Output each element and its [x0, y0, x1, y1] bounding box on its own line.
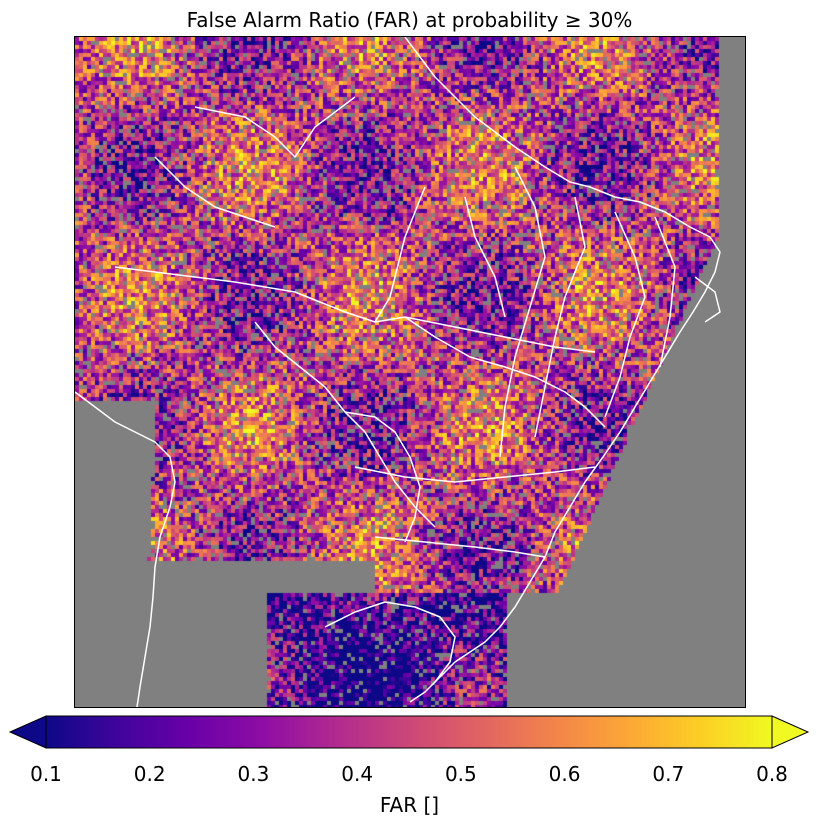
- state-line-7: [354, 466, 596, 483]
- far-heatmap: [75, 37, 745, 707]
- colorbar-tick-label: 0.8: [756, 762, 788, 786]
- border-south: [324, 601, 456, 683]
- state-line-5: [654, 216, 676, 368]
- border-north: [114, 266, 406, 323]
- border-bolivia: [254, 321, 436, 528]
- state-line-2: [499, 166, 546, 458]
- chart-title: False Alarm Ratio (FAR) at probability ≥…: [186, 8, 633, 32]
- state-line-4: [604, 211, 646, 418]
- country-borders: [75, 37, 721, 707]
- state-line-11: [464, 196, 506, 318]
- coastline-east: [404, 37, 721, 703]
- border-paraguay: [344, 411, 421, 543]
- colorbar-tick-label: 0.2: [133, 762, 166, 786]
- colorbar-tick-label: 0.6: [548, 762, 581, 786]
- colorbar-body: [45, 715, 773, 749]
- colorbar-tick-label: 0.4: [341, 762, 374, 786]
- colorbar-extend-max: [771, 715, 810, 749]
- colorbar-tick-label: 0.7: [652, 762, 685, 786]
- colorbar: [8, 715, 810, 749]
- state-line-8: [374, 536, 546, 558]
- colorbar-tick-label: 0.1: [30, 762, 62, 786]
- map-panel: [74, 36, 746, 708]
- border-central: [404, 316, 606, 428]
- coastline-west: [75, 391, 176, 707]
- colorbar-extend-min: [8, 715, 47, 749]
- state-line-3: [534, 196, 586, 438]
- state-line-9: [194, 96, 356, 158]
- state-line-10: [154, 156, 276, 228]
- colorbar-tick-label: 0.5: [444, 762, 477, 786]
- state-line-12: [694, 276, 721, 323]
- state-line-6: [404, 316, 596, 353]
- colorbar-tick-label: 0.3: [237, 762, 270, 786]
- state-line-1: [374, 186, 426, 323]
- colorbar-label: FAR []: [379, 793, 440, 817]
